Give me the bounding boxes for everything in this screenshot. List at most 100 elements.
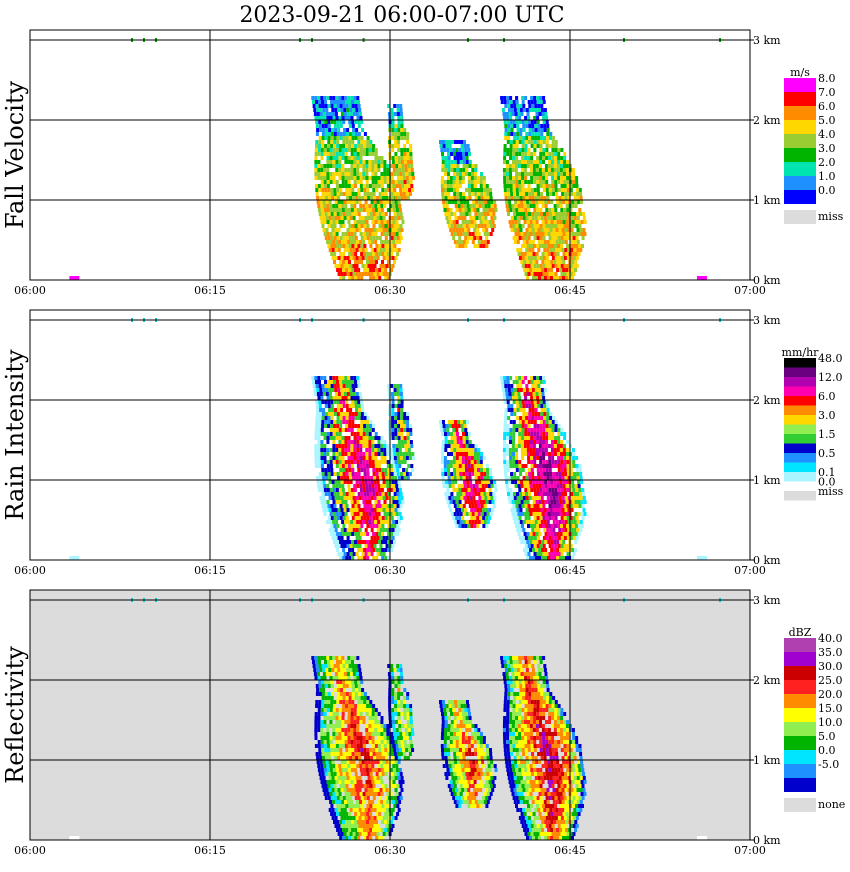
colorbar-swatch [784,798,816,812]
y-tick-label: 1 km [753,474,781,487]
colorbar-unit: dBZ [789,626,812,639]
colorbar-swatch [784,472,816,482]
colorbar-swatch [784,764,816,778]
colorbar-label: 30.0 [818,660,843,673]
y-tick-label: 2 km [753,394,781,407]
colorbar-swatch [784,750,816,764]
colorbar-swatch [784,652,816,666]
colorbar-swatch [784,444,816,454]
colorbar-swatch [784,377,816,387]
panel-label: Reflectivity [1,646,29,784]
colorbar-label: 5.0 [818,114,836,127]
colorbar-label: miss [818,210,844,223]
colorbar-label: 10.0 [818,716,843,729]
colorbar-label: 3.0 [818,409,836,422]
colorbar-label: 1.0 [818,170,836,183]
colorbar-label: 48.0 [818,352,843,365]
colorbar-swatch [784,190,816,204]
colorbar-swatch [784,358,816,368]
colorbar-label: 0.0 [818,184,836,197]
colorbar-swatch [784,680,816,694]
colorbar-swatch [784,736,816,750]
x-tick-label: 06:15 [194,284,226,297]
panel-label: Rain Intensity [1,349,29,521]
colorbar-swatch [784,415,816,425]
colorbar-label: 8.0 [818,72,836,85]
colorbar-label: miss [818,485,844,498]
colorbar-label: 2.0 [818,156,836,169]
y-tick-label: 3 km [753,314,781,327]
colorbar-label: 1.5 [818,428,836,441]
chart-title: 2023-09-21 06:00-07:00 UTC [239,3,564,28]
colorbar-unit: mm/hr [782,346,820,359]
x-tick-label: 06:00 [14,844,46,857]
panel-label: Fall Velocity [1,81,29,230]
y-tick-label: 2 km [753,114,781,127]
surface-mark [69,276,79,280]
colorbar-unit: m/s [790,66,810,79]
x-tick-label: 06:15 [194,564,226,577]
x-tick-label: 06:30 [374,844,406,857]
surface-mark [69,836,79,840]
colorbar-swatch [784,368,816,378]
colorbar-swatch [784,210,816,224]
colorbar-label: 6.0 [818,390,836,403]
colorbar-swatch [784,778,816,792]
colorbar-label: -5.0 [818,758,839,771]
y-tick-label: 0 km [753,834,781,847]
colorbar-swatch [784,396,816,406]
colorbar-swatch [784,176,816,190]
surface-mark [697,276,707,280]
colorbar-label: 15.0 [818,702,843,715]
colorbar-swatch [784,148,816,162]
colorbar-swatch [784,406,816,416]
colorbar-swatch [784,106,816,120]
colorbar-label: 0.0 [818,744,836,757]
colorbar-swatch [784,722,816,736]
colorbar-swatch [784,708,816,722]
colorbar-swatch [784,453,816,463]
y-tick-label: 3 km [753,34,781,47]
colorbar-swatch [784,92,816,106]
colorbar-label: 3.0 [818,142,836,155]
y-tick-label: 1 km [753,754,781,767]
colorbar-swatch [784,78,816,92]
colorbar-label: 35.0 [818,646,843,659]
x-tick-label: 06:00 [14,564,46,577]
y-tick-label: 1 km [753,194,781,207]
colorbar-label: 0.5 [818,447,836,460]
x-tick-label: 06:45 [554,284,586,297]
y-tick-label: 0 km [753,274,781,287]
x-tick-label: 06:00 [14,284,46,297]
colorbar-swatch [784,434,816,444]
colorbar-label: 7.0 [818,86,836,99]
colorbar-label: 25.0 [818,674,843,687]
colorbar-label: none [818,798,845,811]
surface-mark [697,836,707,840]
surface-mark [697,556,707,560]
colorbar-swatch [784,425,816,435]
colorbar-swatch [784,482,816,492]
colorbar-label: 12.0 [818,371,843,384]
surface-mark [69,556,79,560]
x-tick-label: 06:45 [554,844,586,857]
colorbar-swatch [784,134,816,148]
y-tick-label: 3 km [753,594,781,607]
y-tick-label: 0 km [753,554,781,567]
x-tick-label: 06:30 [374,564,406,577]
y-tick-label: 2 km [753,674,781,687]
colorbar-label: 40.0 [818,632,843,645]
colorbar-swatch [784,694,816,708]
colorbar-label: 20.0 [818,688,843,701]
x-tick-label: 06:45 [554,564,586,577]
colorbar-swatch [784,638,816,652]
colorbar-swatch [784,120,816,134]
colorbar-swatch [784,162,816,176]
